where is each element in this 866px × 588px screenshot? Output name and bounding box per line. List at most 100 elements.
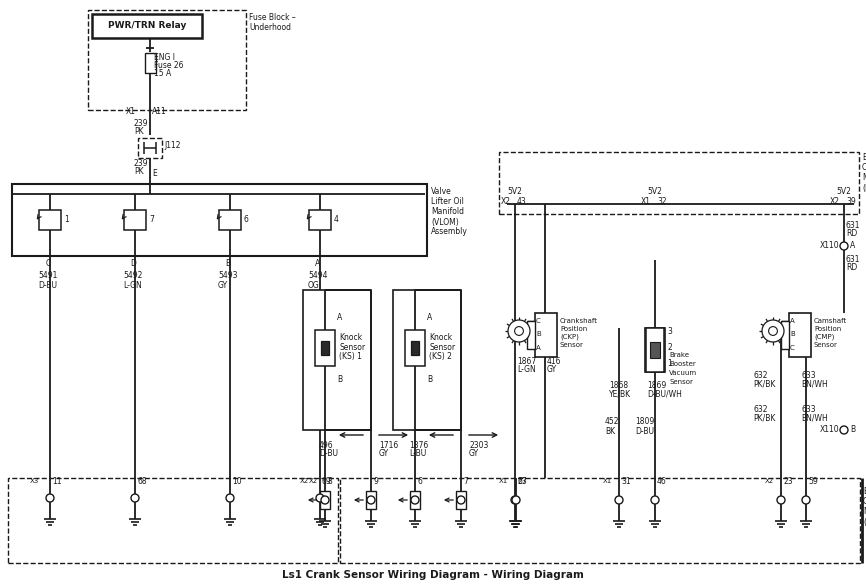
- Text: 43: 43: [517, 198, 527, 206]
- Text: A: A: [790, 318, 795, 324]
- Bar: [527, 321, 535, 349]
- Circle shape: [514, 326, 523, 335]
- Text: I: I: [514, 497, 516, 503]
- Text: (KS) 1: (KS) 1: [339, 352, 362, 360]
- Text: A: A: [850, 242, 856, 250]
- Text: Module: Module: [862, 173, 866, 182]
- Circle shape: [226, 494, 234, 502]
- Text: 452: 452: [605, 417, 619, 426]
- Text: 15 A: 15 A: [154, 68, 171, 78]
- Text: PWR/TRN Relay: PWR/TRN Relay: [107, 22, 186, 31]
- Bar: [646, 328, 664, 372]
- Text: 27: 27: [517, 476, 527, 486]
- Text: 5V2: 5V2: [507, 188, 522, 196]
- Text: Fuse 26: Fuse 26: [154, 61, 184, 69]
- Text: A: A: [337, 313, 342, 322]
- Circle shape: [769, 326, 778, 335]
- Text: L-GN: L-GN: [517, 366, 536, 375]
- Text: PK/BK: PK/BK: [753, 379, 775, 389]
- Text: 1876: 1876: [409, 440, 429, 449]
- Bar: [138, 138, 162, 158]
- Text: (KS) 2: (KS) 2: [429, 352, 452, 360]
- Text: L-GN: L-GN: [123, 280, 142, 289]
- Text: Knock: Knock: [339, 333, 362, 342]
- Circle shape: [321, 496, 329, 504]
- Text: D-BU: D-BU: [319, 449, 338, 459]
- Circle shape: [367, 496, 375, 504]
- Text: B: B: [790, 331, 795, 337]
- Bar: [219, 210, 241, 230]
- Text: 496: 496: [319, 440, 333, 449]
- Text: 239: 239: [134, 159, 148, 169]
- Bar: [456, 491, 466, 509]
- Text: I: I: [779, 497, 782, 503]
- Circle shape: [762, 320, 784, 342]
- Bar: [8, 478, 338, 563]
- Text: 1809: 1809: [635, 417, 654, 426]
- Bar: [321, 341, 329, 355]
- Text: GY: GY: [379, 449, 389, 459]
- Text: X110: X110: [820, 242, 840, 250]
- Text: 9: 9: [373, 476, 378, 486]
- Text: Sensor: Sensor: [429, 342, 456, 352]
- Text: 5491: 5491: [38, 272, 57, 280]
- Text: Vacuum: Vacuum: [669, 370, 697, 376]
- Text: X2: X2: [765, 478, 774, 484]
- Circle shape: [615, 496, 623, 504]
- Bar: [789, 313, 811, 357]
- Text: 5V2: 5V2: [836, 188, 851, 196]
- Text: A11: A11: [152, 106, 167, 115]
- Text: X2: X2: [830, 198, 840, 206]
- Text: GY: GY: [218, 280, 228, 289]
- Text: 8: 8: [327, 476, 332, 486]
- Text: Underhood: Underhood: [249, 22, 291, 32]
- Text: I: I: [324, 497, 326, 503]
- Text: X1: X1: [126, 106, 136, 115]
- Circle shape: [46, 494, 54, 502]
- Text: Sensor: Sensor: [560, 342, 584, 348]
- Text: GY: GY: [469, 449, 479, 459]
- Text: Ls1 Crank Sensor Wiring Diagram - Wiring Diagram: Ls1 Crank Sensor Wiring Diagram - Wiring…: [282, 570, 584, 580]
- Text: 1868: 1868: [609, 380, 628, 389]
- Text: 4: 4: [334, 215, 339, 225]
- Text: X1: X1: [499, 478, 508, 484]
- Text: A: A: [536, 345, 540, 351]
- Circle shape: [457, 496, 465, 504]
- Text: X2: X2: [309, 478, 318, 484]
- Text: Control: Control: [862, 163, 866, 172]
- Text: I: I: [617, 497, 620, 503]
- Text: D-BU: D-BU: [38, 280, 57, 289]
- Text: Position: Position: [560, 326, 587, 332]
- Text: Assembly: Assembly: [431, 228, 468, 236]
- Text: C: C: [790, 345, 795, 351]
- Bar: [393, 290, 461, 430]
- Text: X3: X3: [30, 478, 39, 484]
- Bar: [92, 14, 202, 38]
- Text: Control: Control: [863, 497, 866, 506]
- Text: 59: 59: [808, 476, 818, 486]
- Bar: [320, 491, 330, 509]
- Text: 39: 39: [846, 198, 856, 206]
- Text: 632: 632: [753, 370, 767, 379]
- Text: 1869: 1869: [647, 380, 666, 389]
- Text: 69: 69: [322, 476, 332, 486]
- Text: 633: 633: [801, 370, 816, 379]
- Bar: [535, 313, 557, 357]
- Text: RD: RD: [846, 263, 857, 272]
- Text: A: A: [315, 259, 320, 269]
- Text: I: I: [370, 497, 372, 503]
- Text: 633: 633: [801, 405, 816, 413]
- Circle shape: [511, 496, 519, 504]
- Bar: [650, 342, 660, 358]
- Text: J112: J112: [164, 142, 180, 151]
- Text: BN/WH: BN/WH: [801, 379, 828, 389]
- Text: D-BU: D-BU: [635, 426, 654, 436]
- Text: Sensor: Sensor: [814, 342, 838, 348]
- Circle shape: [512, 496, 520, 504]
- Text: B: B: [337, 376, 342, 385]
- Text: 5494: 5494: [308, 272, 327, 280]
- Text: GY: GY: [547, 366, 557, 375]
- Text: Engine: Engine: [863, 487, 866, 496]
- Text: X110: X110: [820, 426, 840, 435]
- Bar: [303, 290, 371, 430]
